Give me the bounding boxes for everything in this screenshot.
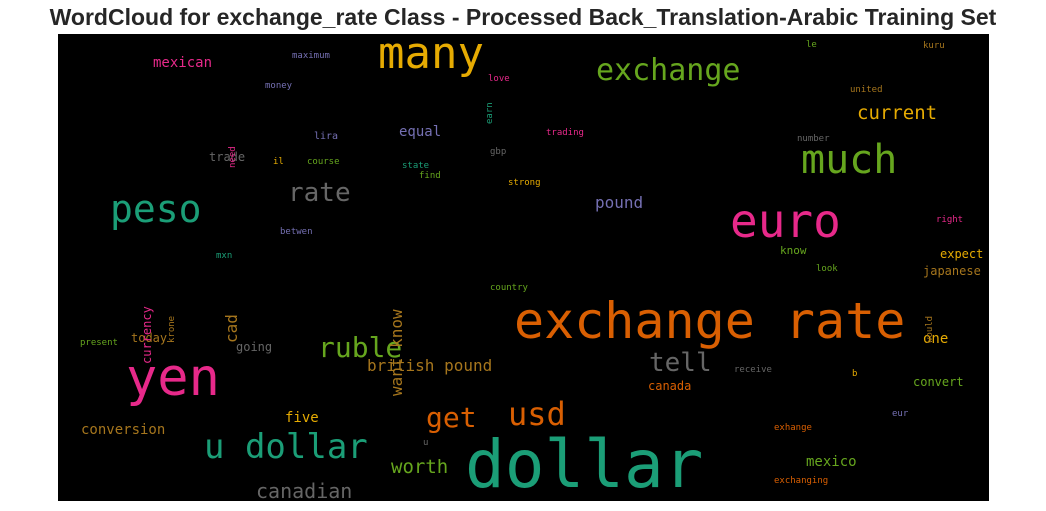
word-dollar: dollar [465, 426, 704, 501]
word-would: would [925, 315, 935, 343]
word-b: b [852, 369, 858, 379]
word-country: country [490, 283, 528, 293]
word-five: five [285, 410, 319, 426]
word-mexican: mexican [153, 55, 213, 71]
word-currency: currency [140, 305, 154, 364]
word-going: going [236, 340, 273, 354]
word-exchange-rate: exchange rate [514, 292, 906, 350]
word-worth: worth [391, 456, 449, 478]
word-usd: usd [508, 395, 566, 433]
word-get: get [426, 401, 477, 434]
word-conversion: conversion [81, 422, 166, 438]
word-eur: eur [892, 409, 909, 419]
word-right: right [936, 215, 964, 225]
word-gbp: gbp [490, 147, 507, 157]
word-expect: expect [940, 247, 984, 261]
word-course: course [307, 157, 340, 167]
word-united: united [850, 85, 883, 95]
word-equal: equal [399, 124, 442, 140]
word-british-pound: british pound [367, 356, 493, 375]
word-money: money [265, 81, 293, 91]
word-tell: tell [649, 348, 712, 378]
word-current: current [857, 102, 938, 124]
word-exhange: exhange [774, 423, 812, 433]
word-convert: convert [913, 375, 964, 389]
word-love: love [488, 74, 510, 84]
word-maximum: maximum [292, 51, 330, 61]
word-present: present [80, 338, 118, 348]
word-il: il [273, 157, 284, 167]
word-exchange: exchange [596, 53, 741, 88]
word-today: today [131, 331, 168, 345]
word-know: know [780, 244, 807, 257]
wordcloud-canvas: dollar exchange rate yen euro many much peso u … [58, 34, 989, 501]
word-much: much [801, 137, 898, 183]
word-rate: rate [288, 178, 351, 208]
word-betwen: betwen [280, 227, 313, 237]
word-trade: trade [209, 150, 246, 164]
word-le: le [806, 40, 817, 50]
word-ruble: ruble [318, 331, 403, 364]
word-many: many [378, 34, 484, 79]
chart-title: WordCloud for exchange_rate Class - Proc… [49, 4, 997, 30]
word-peso: peso [110, 187, 202, 231]
word-want-know: want know [387, 309, 406, 397]
word-earn: earn [485, 101, 495, 124]
word-state: state [402, 161, 430, 171]
word-cad: cad [222, 313, 241, 343]
word-u: u [423, 438, 429, 448]
word-kuru: kuru [923, 41, 945, 51]
word-need: need [228, 145, 238, 168]
word-u-dollar: u dollar [204, 427, 368, 467]
word-mexico: mexico [806, 454, 857, 470]
word-japanese: japanese [923, 264, 981, 278]
word-mxn: mxn [216, 251, 233, 261]
word-one: one [923, 331, 949, 347]
word-pound: pound [595, 193, 644, 212]
word-lira: lira [314, 131, 339, 142]
word-number: number [797, 134, 830, 144]
word-receive: receive [734, 365, 772, 375]
word-strong: strong [508, 178, 541, 188]
word-krone: krone [167, 315, 177, 343]
word-canada: canada [648, 379, 692, 393]
word-yen: yen [126, 348, 220, 408]
word-euro: euro [730, 194, 841, 248]
word-look: look [816, 264, 838, 274]
word-canadian: canadian [256, 479, 353, 501]
word-exchanging: exchanging [774, 476, 829, 486]
word-trading: trading [546, 128, 584, 138]
word-find: find [419, 171, 441, 181]
